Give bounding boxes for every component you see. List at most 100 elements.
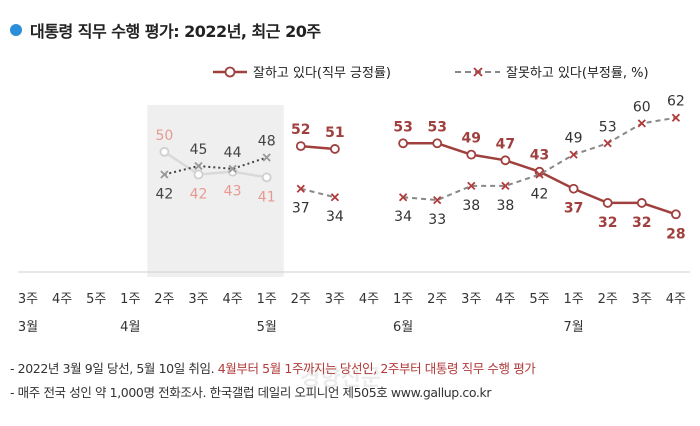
x-tick-label: 4주	[495, 292, 515, 307]
series-point-1	[296, 184, 305, 193]
data-label: 34	[394, 209, 412, 225]
data-label: 49	[462, 131, 481, 147]
series-line-0	[300, 144, 336, 151]
month-label: 7월	[563, 320, 583, 335]
series-point-1	[569, 150, 578, 159]
watermark: 경향신문	[300, 366, 381, 391]
data-label: 60	[633, 99, 651, 115]
data-label: 44	[224, 145, 242, 161]
series-point-2	[159, 146, 170, 157]
month-label: 4월	[120, 320, 140, 335]
data-label: 52	[291, 122, 310, 138]
data-label: 33	[428, 212, 446, 228]
series-point-3	[262, 153, 271, 162]
x-tick-label: 4주	[52, 292, 72, 307]
series-point-3	[194, 161, 203, 171]
chart-title: 대통령 직무 수행 평가: 2022년, 최근 20주	[30, 22, 321, 41]
data-label: 42	[531, 187, 549, 203]
legend-marker-negative	[473, 67, 483, 77]
data-label: 38	[462, 198, 480, 214]
chart-title-row: 대통령 직무 수행 평가: 2022년, 최근 20주	[10, 18, 321, 42]
x-tick-label: 4주	[359, 292, 379, 307]
data-label: 32	[598, 215, 617, 231]
data-label: 45	[190, 142, 208, 158]
series-point-0	[602, 198, 613, 208]
series-point-1	[535, 170, 544, 179]
series-point-1	[398, 193, 408, 202]
legend-label-negative: 잘못하고 있다(부정률, %)	[506, 66, 649, 81]
x-tick-label: 2주	[427, 292, 447, 307]
series-point-2	[261, 172, 272, 183]
x-tick-label: 5주	[529, 292, 549, 307]
series-point-1	[637, 119, 646, 128]
x-tick-label: 3주	[632, 292, 652, 307]
footnote-1-highlight: 4월부터 5월 1주까지는 당선인, 2주부터 대통령 직무 수행 평가	[217, 361, 536, 376]
series-point-0	[398, 138, 409, 149]
series-point-0	[432, 138, 443, 149]
footnote-1-text: - 2022년 3월 9일 당선, 5월 10일 취임.	[10, 361, 218, 376]
data-label: 28	[666, 226, 685, 242]
x-tick-label: 2주	[154, 292, 174, 307]
data-label: 62	[667, 94, 685, 110]
x-tick-label: 1주	[120, 292, 140, 307]
data-label: 47	[496, 136, 515, 152]
data-label: 50	[155, 128, 173, 144]
data-label: 43	[530, 148, 549, 164]
data-label: 41	[258, 189, 276, 205]
x-tick-label: 5주	[86, 292, 106, 307]
series-point-1	[671, 113, 681, 122]
series-point-0	[568, 183, 579, 194]
x-tick-label: 1주	[393, 292, 413, 307]
data-label: 34	[326, 209, 344, 225]
data-label: 42	[155, 187, 173, 203]
x-tick-label: 1주	[563, 292, 583, 307]
data-label: 53	[427, 119, 446, 135]
series-point-1	[467, 181, 476, 191]
series-point-0	[329, 144, 340, 154]
data-label: 32	[632, 215, 651, 231]
data-label: 37	[292, 201, 310, 217]
data-label: 53	[599, 119, 617, 135]
x-tick-label: 3주	[18, 292, 38, 307]
data-label: 38	[496, 198, 514, 214]
series-point-1	[330, 193, 340, 202]
x-tick-label: 4주	[666, 292, 686, 307]
x-tick-label: 3주	[461, 292, 481, 307]
series-line-1	[403, 116, 677, 202]
series-point-3	[160, 170, 169, 179]
month-label: 3월	[18, 320, 38, 335]
series-point-1	[501, 181, 510, 191]
series-line-2	[163, 150, 267, 179]
series-point-1	[433, 195, 442, 205]
series-point-0	[295, 141, 306, 152]
series-point-0	[671, 209, 681, 220]
data-label: 43	[224, 184, 242, 200]
series-point-2	[193, 169, 204, 180]
legend-label-positive: 잘하고 있다(직무 긍정률)	[253, 66, 391, 81]
legend-marker-positive	[224, 66, 236, 78]
series-point-3	[228, 164, 237, 173]
data-label: 53	[393, 119, 412, 135]
series-point-0	[500, 155, 511, 166]
x-tick-label: 3주	[325, 292, 345, 307]
footnote-1: - 2022년 3월 9일 당선, 5월 10일 취임. 4월부터 5월 1주까…	[10, 358, 536, 377]
data-label: 42	[190, 187, 208, 203]
series-line-1	[300, 187, 336, 199]
x-tick-label: 4주	[222, 292, 242, 307]
month-label: 6월	[393, 320, 413, 335]
title-bullet-icon	[10, 24, 22, 36]
x-tick-label: 2주	[291, 292, 311, 307]
footnote-2: - 매주 전국 성인 약 1,000명 전화조사. 한국갤럽 데일리 오피니언 …	[10, 385, 492, 400]
series-point-0	[466, 149, 477, 160]
series-point-1	[603, 139, 612, 148]
x-tick-label: 2주	[598, 292, 618, 307]
x-tick-label: 1주	[257, 292, 277, 307]
month-label: 5월	[257, 320, 277, 335]
data-label: 48	[258, 133, 276, 149]
president-elect-region	[147, 105, 284, 277]
x-tick-label: 3주	[188, 292, 208, 307]
data-label: 37	[564, 201, 583, 217]
data-label: 49	[565, 131, 583, 147]
series-point-0	[636, 198, 647, 208]
